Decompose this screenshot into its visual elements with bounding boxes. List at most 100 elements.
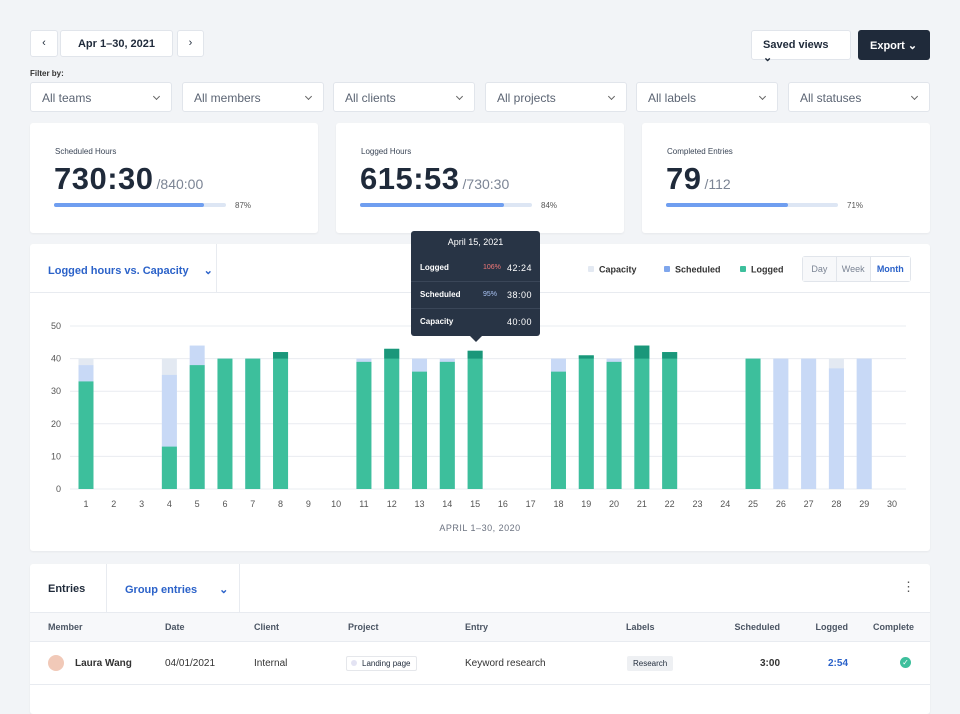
tooltip-value: 38:00 [506,290,532,300]
tooltip-divider [411,308,540,309]
x-tick-label: 26 [776,499,786,509]
group-entries[interactable]: Group entries ⌄ [125,584,229,596]
tooltip-label: Scheduled [420,290,461,299]
x-tick-label: 21 [637,499,647,509]
table-cell: Internal [254,658,288,669]
column-header: Client [254,622,280,632]
column-header: Logged [815,622,849,632]
more-menu[interactable]: ⋮ [902,579,915,594]
logged-bar [634,345,650,489]
row-divider [30,684,930,685]
column-header: Scheduled [734,622,780,632]
column-header: Member [48,622,83,632]
y-tick-label: 0 [56,484,61,494]
prev-button[interactable]: ‹ [30,30,58,57]
divider [239,564,240,612]
period-button[interactable]: Week [835,257,870,281]
legend-swatch [664,266,670,272]
logged-bar [606,361,622,489]
column-header: Labels [626,622,655,632]
logged-bar [356,361,372,489]
logged-bar [467,350,483,489]
next-button[interactable]: › [177,30,204,57]
scheduled-bar [828,368,844,489]
member-name: Laura Wang [75,658,132,669]
tooltip-arrow [469,335,483,349]
stat-total: /112 [704,176,731,192]
x-tick-label: 15 [470,499,480,509]
x-tick-label: 28 [831,499,841,509]
export-label: Export [870,40,905,52]
saved-views-label: Saved views [763,39,829,51]
saved-views[interactable]: Saved views ⌄ [751,30,851,64]
entries-card: Entries Group entries ⌄ ⋮ [30,564,930,714]
period-button[interactable]: Month [869,257,910,281]
filter-dropdown[interactable]: All statuses [788,82,930,112]
logged-bar [78,381,94,489]
period-button[interactable]: Day [803,257,836,281]
x-tick-label: 5 [195,499,200,509]
logged-bar [273,352,289,489]
x-tick-label: 23 [692,499,702,509]
progress-track [666,203,838,207]
chart-selector-label: Logged hours vs. Capacity [48,265,189,277]
scheduled-bar [773,358,789,489]
date-range[interactable]: Apr 1–30, 2021 [60,30,173,57]
legend-swatch [588,266,594,272]
x-tick-label: 30 [887,499,897,509]
x-tick-label: 18 [553,499,563,509]
y-tick-label: 20 [51,419,61,429]
project-tag: Landing page [346,656,417,671]
filter-label: Filter by: [30,69,64,78]
x-tick-label: 13 [415,499,425,509]
chart-selector[interactable]: Logged hours vs. Capacity ⌄ [48,265,213,277]
tooltip-percent: 106% [483,264,501,271]
progress-bar [666,203,789,207]
scheduled-bar [801,358,817,489]
column-header: Complete [873,622,915,632]
table-cell: Keyword research [465,658,546,669]
stat-card: Completed Entries 79/112 71% [642,123,930,233]
stat-value-row: 79/112 [666,161,731,197]
filter-dropdown[interactable]: All clients [333,82,475,112]
x-tick-label: 11 [359,499,368,509]
y-tick-label: 10 [51,451,61,461]
filter-dropdown[interactable]: All projects [485,82,627,112]
logged-bar [384,348,400,489]
progress-track [360,203,532,207]
stat-value-row: 730:30/840:00 [54,161,203,197]
scheduled-cell: 3:00 [759,658,780,669]
logged-bar [550,371,566,489]
y-tick-label: 30 [51,386,61,396]
x-tick-label: 7 [250,499,255,509]
progress-track [54,203,226,207]
filter-dropdown[interactable]: All labels [636,82,778,112]
x-tick-label: 19 [581,499,591,509]
divider [216,244,217,292]
filter-dropdown[interactable]: All members [182,82,324,112]
x-tick-label: 16 [498,499,508,509]
label-tag: Research [627,656,674,671]
tooltip-date: April 15, 2021 [447,237,504,247]
logged-bar [662,352,678,489]
x-tick-label: 22 [665,499,675,509]
entries-title: Entries [48,583,86,595]
x-tick-label: 24 [720,499,730,509]
tooltip-label: Capacity [420,317,454,326]
column-header: Project [348,622,379,632]
x-tick-label: 14 [442,499,452,509]
x-tick-label: 4 [167,499,172,509]
column-header: Entry [465,622,489,632]
filter-dropdown[interactable]: All teams [30,82,172,112]
x-tick-label: 29 [859,499,869,509]
export-button[interactable]: Export ⌄ [858,30,930,60]
progress-bar [54,203,204,207]
legend-label: Capacity [599,265,637,275]
tooltip-percent: 95% [483,291,498,298]
logged-over-bar [662,352,678,359]
logged-bar [217,358,233,489]
tooltip-value: 40:00 [506,317,532,327]
logged-over-bar [634,345,650,359]
